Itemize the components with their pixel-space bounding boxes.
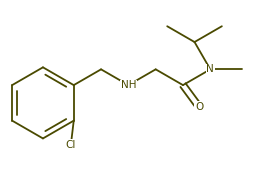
Text: N: N bbox=[207, 64, 214, 74]
Text: Cl: Cl bbox=[66, 140, 76, 150]
Text: O: O bbox=[195, 102, 203, 112]
Text: NH: NH bbox=[121, 80, 136, 90]
